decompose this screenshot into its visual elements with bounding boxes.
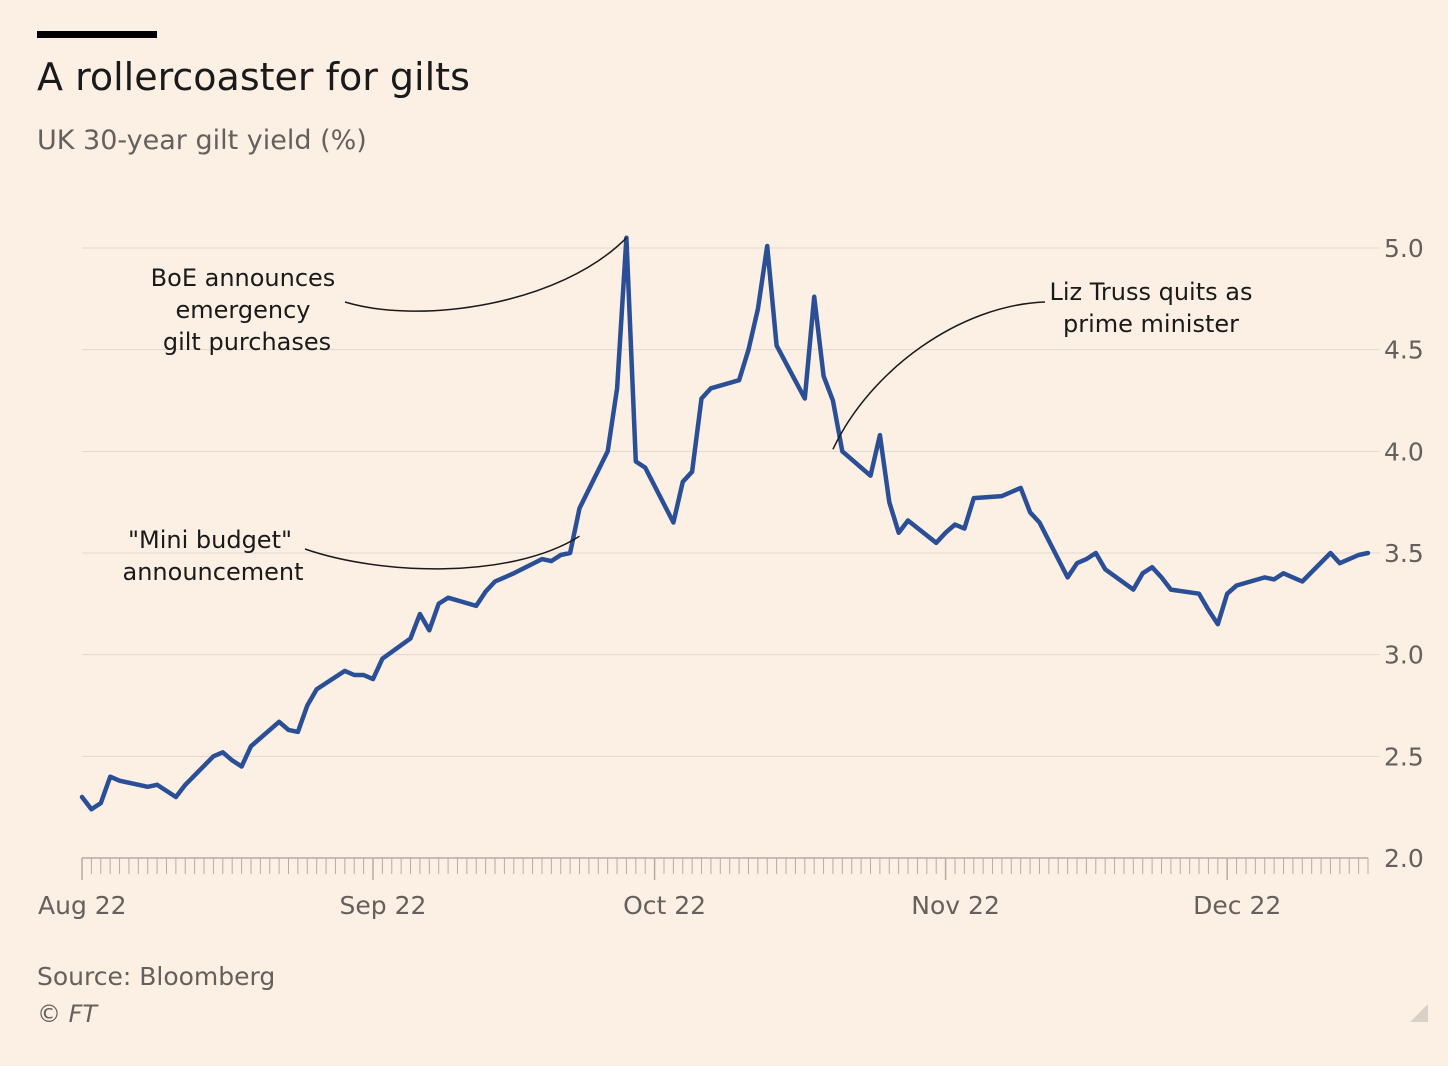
copyright-note: © FT	[37, 1000, 98, 1028]
y-tick-label: 3.5	[1384, 539, 1424, 568]
annotation-label: announcement	[123, 558, 304, 586]
annotation-label: emergency	[176, 296, 311, 324]
annotation-label: "Mini budget"	[128, 526, 292, 554]
series-line	[79, 235, 1371, 812]
annotation-label: gilt purchases	[163, 328, 331, 356]
y-tick-label: 2.5	[1384, 742, 1424, 771]
x-tick-label: Oct 22	[623, 891, 706, 920]
annotation-label: BoE announces	[151, 264, 336, 292]
annotation-label: prime minister	[1063, 310, 1239, 338]
x-tick-label: Dec 22	[1193, 891, 1281, 920]
y-tick-label: 2.0	[1384, 844, 1424, 873]
chart-subtitle: UK 30-year gilt yield (%)	[37, 125, 367, 156]
x-tick-label: Aug 22	[38, 891, 127, 920]
chart-title: A rollercoaster for gilts	[37, 55, 470, 99]
annotation-connector	[832, 301, 1046, 450]
source-note: Source: Bloomberg	[37, 962, 276, 991]
line-chart: 2.0 2.5 3.0 3.5 4.0 4.5 5.0 Aug 22 Sep 22 Oct 22 N…	[38, 234, 1424, 920]
annotation-connector	[344, 237, 627, 312]
annotation-connector	[304, 535, 580, 570]
y-tick-label: 3.0	[1384, 641, 1424, 670]
title-accent-bar	[37, 31, 157, 38]
resize-handle-icon	[1410, 1004, 1428, 1022]
y-tick-label: 4.5	[1384, 336, 1424, 365]
y-tick-label: 4.0	[1384, 437, 1424, 466]
x-tick-label: Sep 22	[340, 891, 427, 920]
annotation-label: Liz Truss quits as	[1050, 278, 1253, 306]
y-tick-label: 5.0	[1384, 234, 1424, 263]
x-tick-label: Nov 22	[911, 891, 1000, 920]
